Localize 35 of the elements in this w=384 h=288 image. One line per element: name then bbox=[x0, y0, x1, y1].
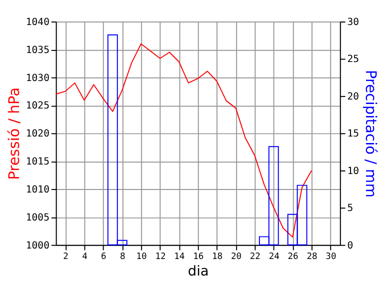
y-tick-label: 1030 bbox=[26, 72, 50, 84]
y-tick-label: 1035 bbox=[26, 44, 50, 56]
y-tick-label: 1010 bbox=[26, 184, 50, 196]
y2-tick-label: 15 bbox=[347, 128, 360, 140]
x-tick-label: 20 bbox=[230, 252, 242, 262]
x-tick-label: 10 bbox=[136, 252, 147, 262]
y2-tick-label: 25 bbox=[347, 54, 360, 66]
y-tick-label: 1025 bbox=[26, 100, 50, 112]
x-tick-label: 24 bbox=[268, 252, 280, 262]
x-tick-label: 30 bbox=[326, 252, 336, 262]
x-tick-label: 18 bbox=[212, 252, 223, 262]
x-tick-label: 12 bbox=[155, 252, 166, 262]
y-axis-title: Pressió / hPa bbox=[6, 87, 24, 180]
y2-tick-label: 5 bbox=[347, 203, 354, 214]
y-tick-label: 1005 bbox=[26, 212, 50, 224]
x-axis-title: dia bbox=[188, 264, 209, 280]
y2-tick-label: 10 bbox=[347, 166, 360, 177]
x-tick-label: 4 bbox=[82, 252, 88, 262]
x-tick-label: 8 bbox=[120, 252, 126, 262]
y-tick-label: 1015 bbox=[26, 156, 50, 168]
x-tick-label: 14 bbox=[174, 252, 185, 262]
y-tick-label: 1020 bbox=[26, 128, 50, 140]
x-tick-label: 22 bbox=[250, 252, 260, 262]
x-tick-label: 26 bbox=[288, 252, 298, 262]
y2-tick-label: 30 bbox=[347, 16, 360, 28]
y2-tick-label: 0 bbox=[347, 240, 354, 252]
x-tick-label: 16 bbox=[193, 252, 204, 262]
y2-tick-label: 20 bbox=[347, 91, 360, 102]
x-tick-label: 6 bbox=[101, 252, 106, 262]
y2-axis-title: Precipitació / mm bbox=[362, 70, 379, 198]
y-tick-label: 1040 bbox=[26, 16, 50, 28]
x-tick-label: 2 bbox=[63, 252, 68, 262]
line-series bbox=[55, 43, 312, 238]
x-tick-label: 28 bbox=[306, 252, 318, 262]
y-tick-label: 1000 bbox=[26, 240, 50, 252]
